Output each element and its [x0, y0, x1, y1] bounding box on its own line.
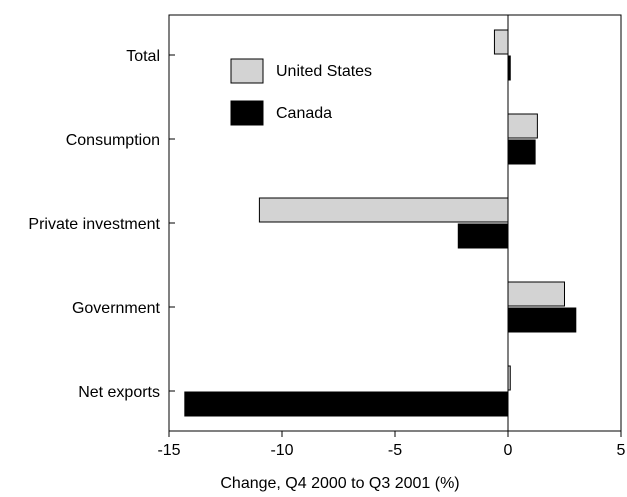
- legend-swatch-canada: [230, 100, 264, 126]
- y-tick-label: Private investment: [28, 216, 160, 233]
- bar-government-canada: [507, 307, 577, 333]
- y-tick-label: Government: [72, 300, 161, 317]
- bar-consumption-united-states: [507, 113, 538, 139]
- bar-consumption-canada: [507, 139, 536, 165]
- y-axis: Total Consumption Private investment Govern…: [28, 48, 175, 401]
- x-axis-label: Change, Q4 2000 to Q3 2001 (%): [220, 475, 459, 492]
- x-tick-label: -15: [157, 442, 180, 459]
- x-tick-label: -10: [270, 442, 293, 459]
- x-tick-label: 5: [617, 442, 626, 459]
- legend: United States Canada: [230, 58, 372, 126]
- y-tick-label: Net exports: [78, 384, 160, 401]
- x-tick-label: -5: [388, 442, 402, 459]
- legend-swatch-united-states: [230, 58, 264, 84]
- legend-label: United States: [276, 63, 372, 80]
- bar-government-united-states: [507, 281, 565, 307]
- legend-label: Canada: [276, 105, 332, 122]
- bar-private-investment-canada: [457, 223, 509, 249]
- bar-net-exports-canada: [184, 391, 509, 417]
- bar-private-investment-united-states: [258, 197, 509, 223]
- bars: [184, 29, 577, 417]
- x-tick-label: 0: [504, 442, 513, 459]
- y-tick-label: Consumption: [66, 132, 160, 149]
- bar-total-united-states: [493, 29, 509, 55]
- y-tick-label: Total: [126, 48, 160, 65]
- x-axis: -15 -10 -5 0 5: [157, 431, 626, 459]
